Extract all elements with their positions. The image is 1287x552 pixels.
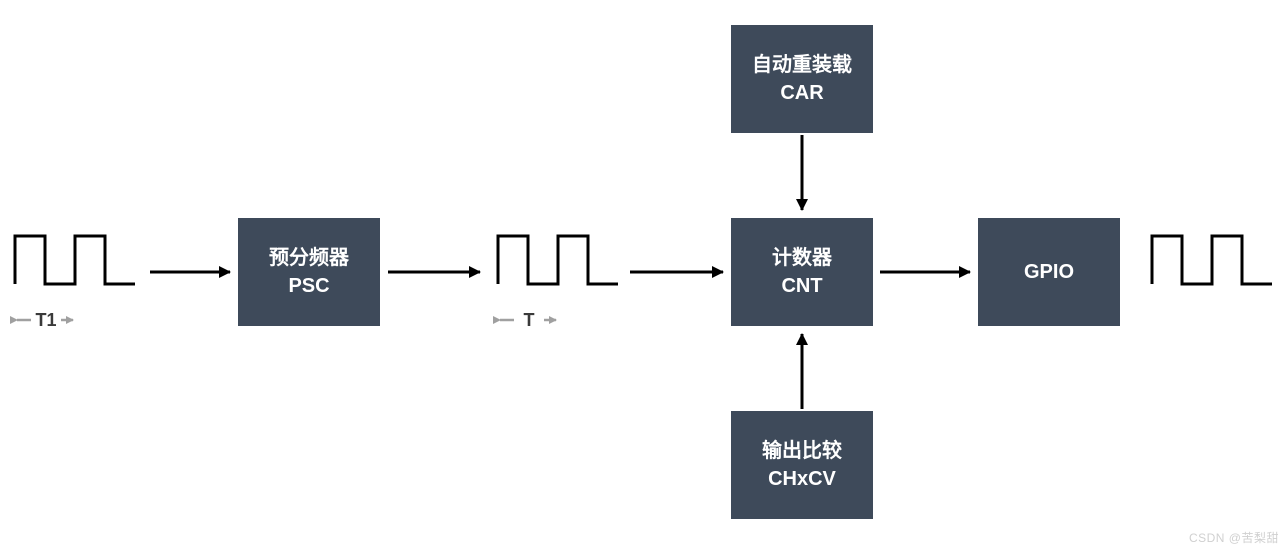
box-chxcv-line2: CHxCV — [768, 465, 836, 493]
waveform — [498, 236, 618, 284]
box-psc-line1: 预分频器 — [269, 244, 349, 272]
box-psc: 预分频器PSC — [238, 218, 380, 326]
waveform — [1152, 236, 1272, 284]
box-gpio: GPIO — [978, 218, 1120, 326]
box-gpio-line1: GPIO — [1024, 258, 1074, 286]
watermark: CSDN @苦梨甜 — [1189, 529, 1279, 546]
box-car-line2: CAR — [780, 79, 823, 107]
box-car-line1: 自动重装载 — [752, 51, 852, 79]
period-label: T — [524, 310, 535, 330]
box-cnt-line2: CNT — [781, 272, 822, 300]
box-psc-line2: PSC — [288, 272, 329, 300]
waveform — [15, 236, 135, 284]
box-cnt: 计数器CNT — [731, 218, 873, 326]
box-car: 自动重装载CAR — [731, 25, 873, 133]
period-label: T1 — [35, 310, 56, 330]
box-cnt-line1: 计数器 — [772, 244, 832, 272]
box-chxcv-line1: 输出比较 — [762, 437, 842, 465]
box-chxcv: 输出比较CHxCV — [731, 411, 873, 519]
